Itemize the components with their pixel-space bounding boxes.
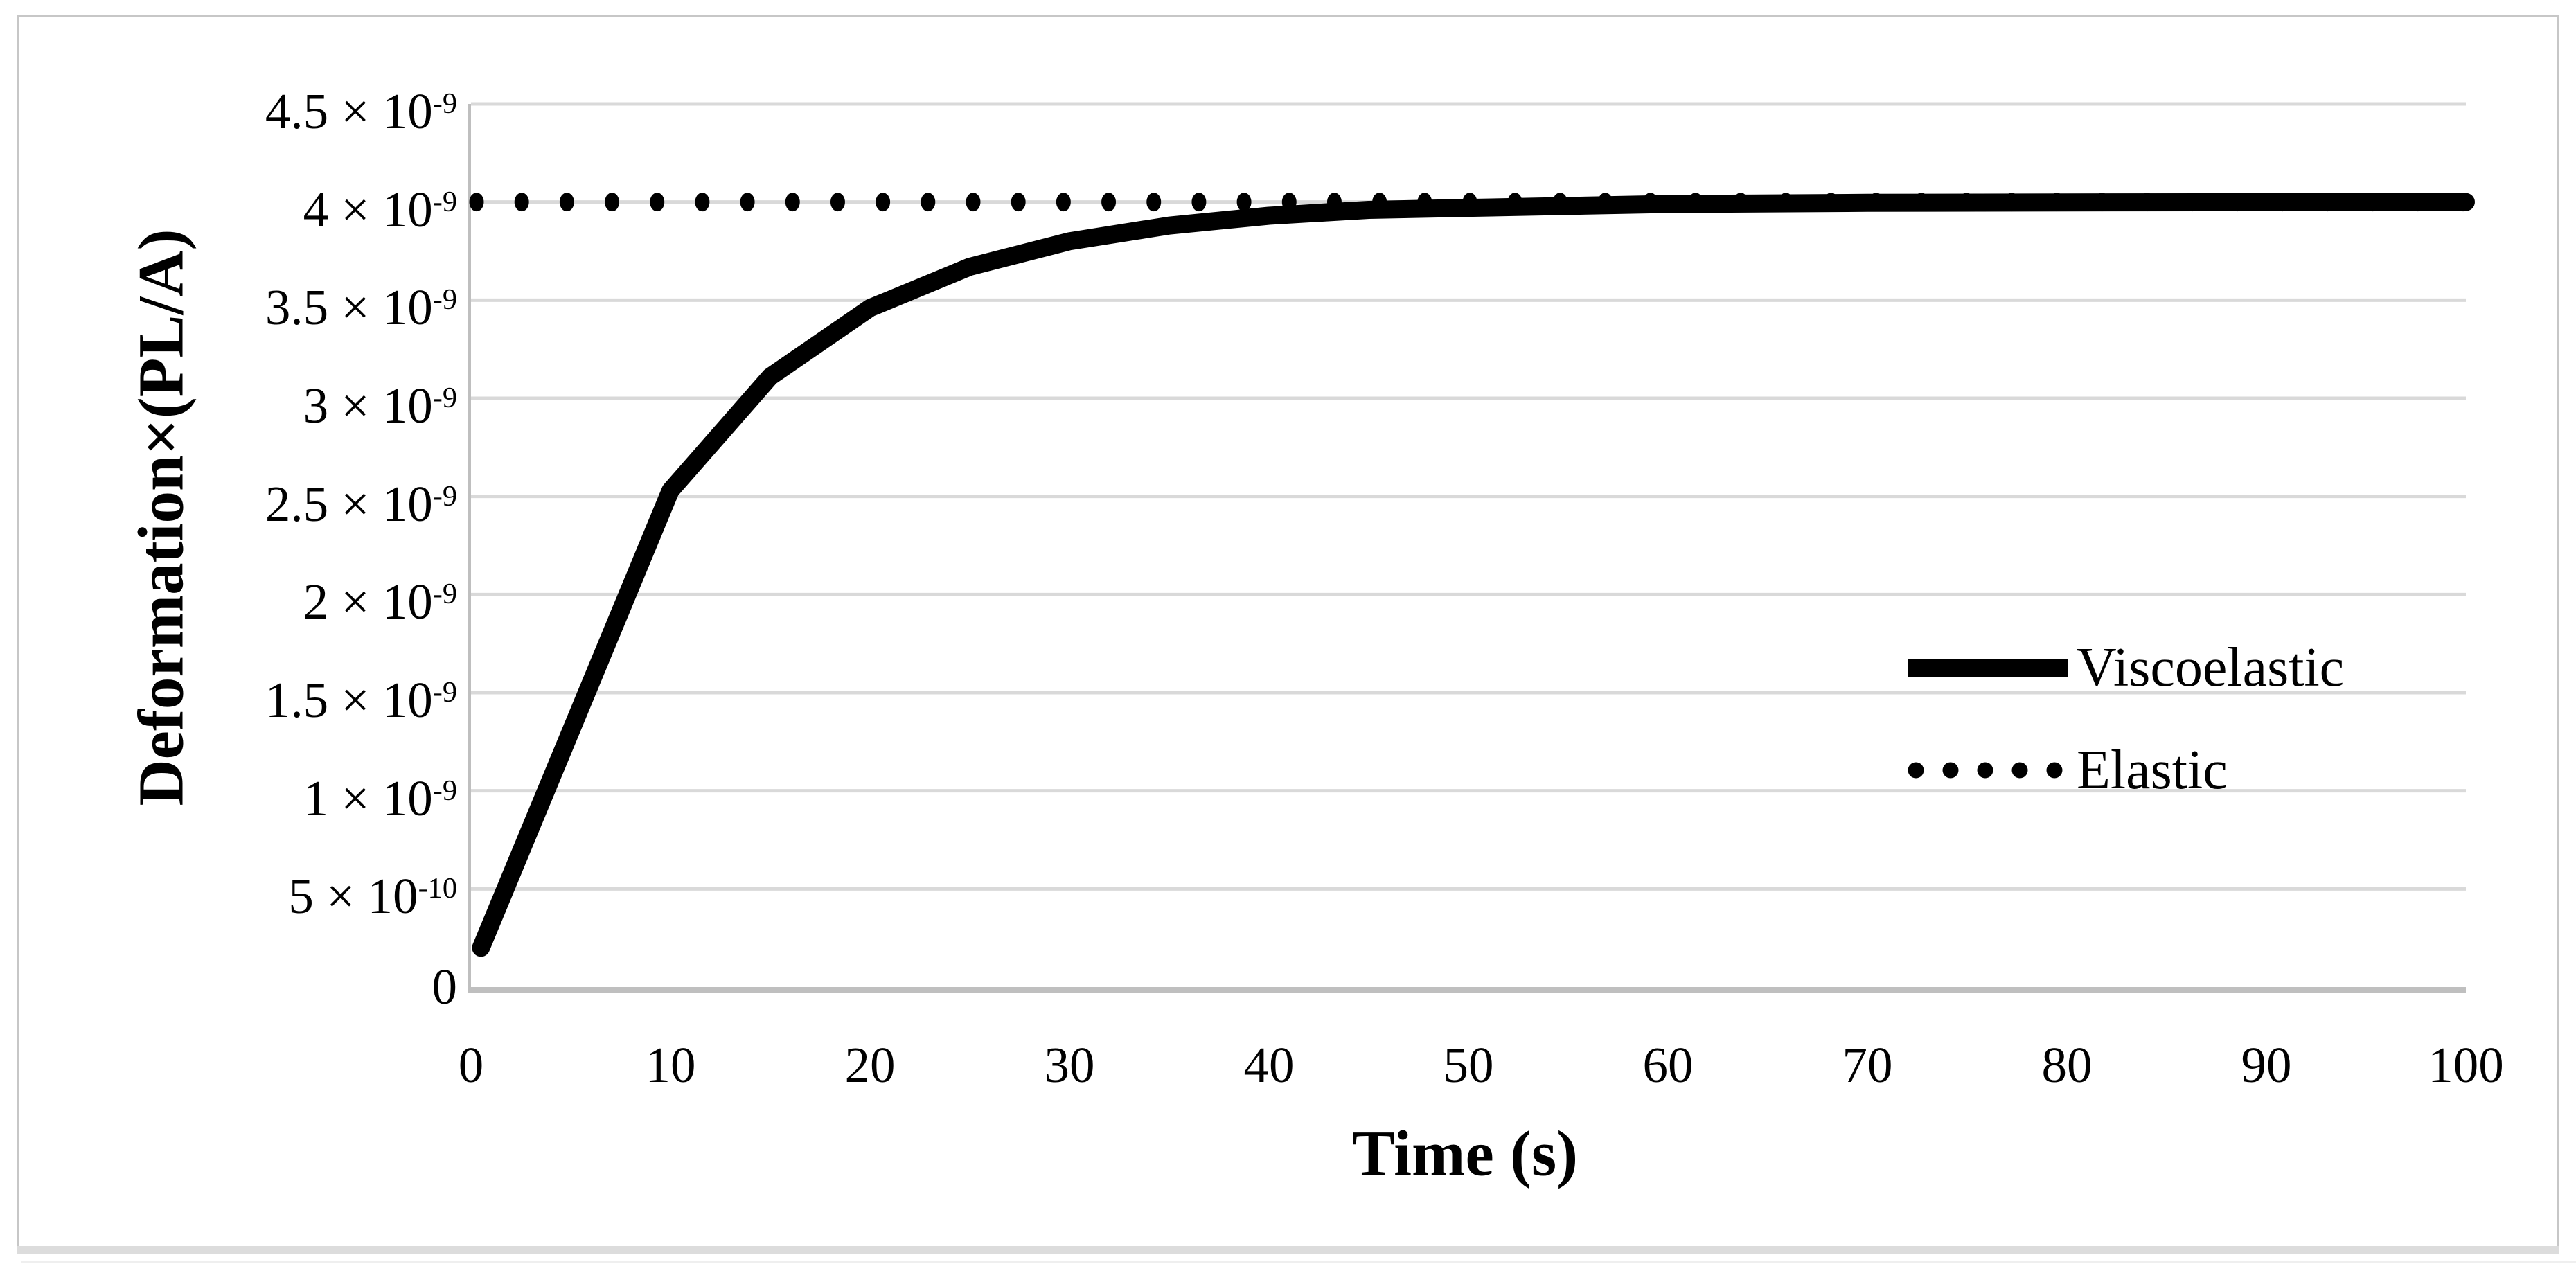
x-tick-label: 60 [1642,1037,1694,1093]
elastic-dot [1733,193,1748,212]
x-tick-label: 20 [844,1037,896,1093]
elastic-dot [1372,193,1387,212]
elastic-dot [966,193,981,212]
legend: Viscoelastic Elastic [1906,627,2344,811]
elastic-dot [605,193,620,212]
legend-item-viscoelastic: Viscoelastic [1906,627,2344,709]
elastic-dot [2185,193,2200,212]
figure-border-bottom-shadow [17,1246,2559,1254]
elastic-dot [740,193,755,212]
exponent: -9 [432,87,457,120]
elastic-dot [1778,193,1793,212]
elastic-dot [785,193,800,212]
elastic-dot [1462,193,1477,212]
legend-label: Viscoelastic [2077,637,2345,698]
y-tick-label: 4 × 10-9 [303,181,457,238]
x-tick-label: 70 [1842,1037,1893,1093]
y-tick-label: 2 × 10-9 [303,574,457,630]
exponent: -9 [432,382,457,414]
exponent: -9 [432,283,457,317]
y-axis-title: Deformation×(PL/A) [125,229,197,806]
elastic-dot [2004,193,2019,212]
elastic-dot [1281,193,1297,212]
legend-item-elastic: Elastic [1906,729,2344,811]
elastic-dot [1643,193,1658,212]
elastic-dot [2320,193,2335,212]
dot-swatch-dot [1942,762,1959,779]
elastic-dot [650,193,665,212]
page-rule [21,1261,2576,1263]
exponent: -9 [432,774,457,807]
x-tick-label: 0 [458,1037,484,1093]
elastic-dot [2095,193,2110,212]
x-axis-title: Time (s) [1351,1118,1579,1190]
y-tick-label: 4.5 × 10-9 [265,83,457,140]
elastic-dot [1101,193,1117,212]
x-tick-label: 50 [1443,1037,1494,1093]
elastic-dot [1146,193,1162,212]
elastic-dot [695,193,710,212]
legend-label: Elastic [2077,740,2228,801]
y-tick-label: 3.5 × 10-9 [265,279,457,336]
elastic-dot [830,193,845,212]
elastic-dot [2275,193,2290,212]
elastic-dot [1011,193,1026,212]
elastic-dot [1688,193,1703,212]
y-tick-label: 5 × 10-10 [288,868,457,925]
elastic-dot [559,193,574,212]
y-tick-label: 1 × 10-9 [303,770,457,826]
elastic-dot [2049,193,2064,212]
elastic-dot [2230,193,2245,212]
exponent: -9 [432,578,457,611]
x-tick-label: 100 [2428,1037,2504,1093]
elastic-dot [1869,193,1884,212]
elastic-dot [2455,193,2471,212]
elastic-dot [876,193,891,212]
elastic-dot [1236,193,1252,212]
elastic-dot [1959,193,1974,212]
y-tick-label: 2.5 × 10-9 [265,475,457,532]
elastic-dot [1507,193,1522,212]
dotted-line-icon [1908,762,2063,779]
elastic-dot [1056,193,1071,212]
elastic-dot [1823,193,1838,212]
dot-swatch-dot [2011,762,2028,779]
elastic-dot [1598,193,1613,212]
x-tick-label: 40 [1243,1037,1295,1093]
y-tick-label: 0 [432,959,458,1015]
x-tick-label: 10 [645,1037,696,1093]
exponent: -9 [432,185,457,218]
elastic-dot [1417,193,1432,212]
x-tick-label: 30 [1044,1037,1095,1093]
solid-line-icon [1908,659,2068,677]
viscoelastic-curve [472,193,2475,957]
elastic-dot [469,193,484,212]
dot-swatch-dot [1977,762,1993,779]
elastic-dot [921,193,936,212]
y-tick-label: 3 × 10-9 [303,377,457,434]
elastic-dot [514,193,529,212]
dot-swatch-dot [1908,762,1924,779]
exponent: -9 [432,479,457,513]
exponent: -9 [432,676,457,709]
elastic-dot [2410,193,2426,212]
x-tick-label: 80 [2041,1037,2093,1093]
elastic-dot [1326,193,1342,212]
y-tick-label: 1.5 × 10-9 [265,672,457,729]
x-tick-label: 90 [2241,1037,2292,1093]
elastic-dot [1552,193,1567,212]
elastic-dot [1914,193,1929,212]
exponent: -10 [418,872,457,905]
elastic-dot [2365,193,2381,212]
elastic-dot [1191,193,1207,212]
dot-swatch-dot [2046,762,2063,779]
elastic-dot [2140,193,2155,212]
